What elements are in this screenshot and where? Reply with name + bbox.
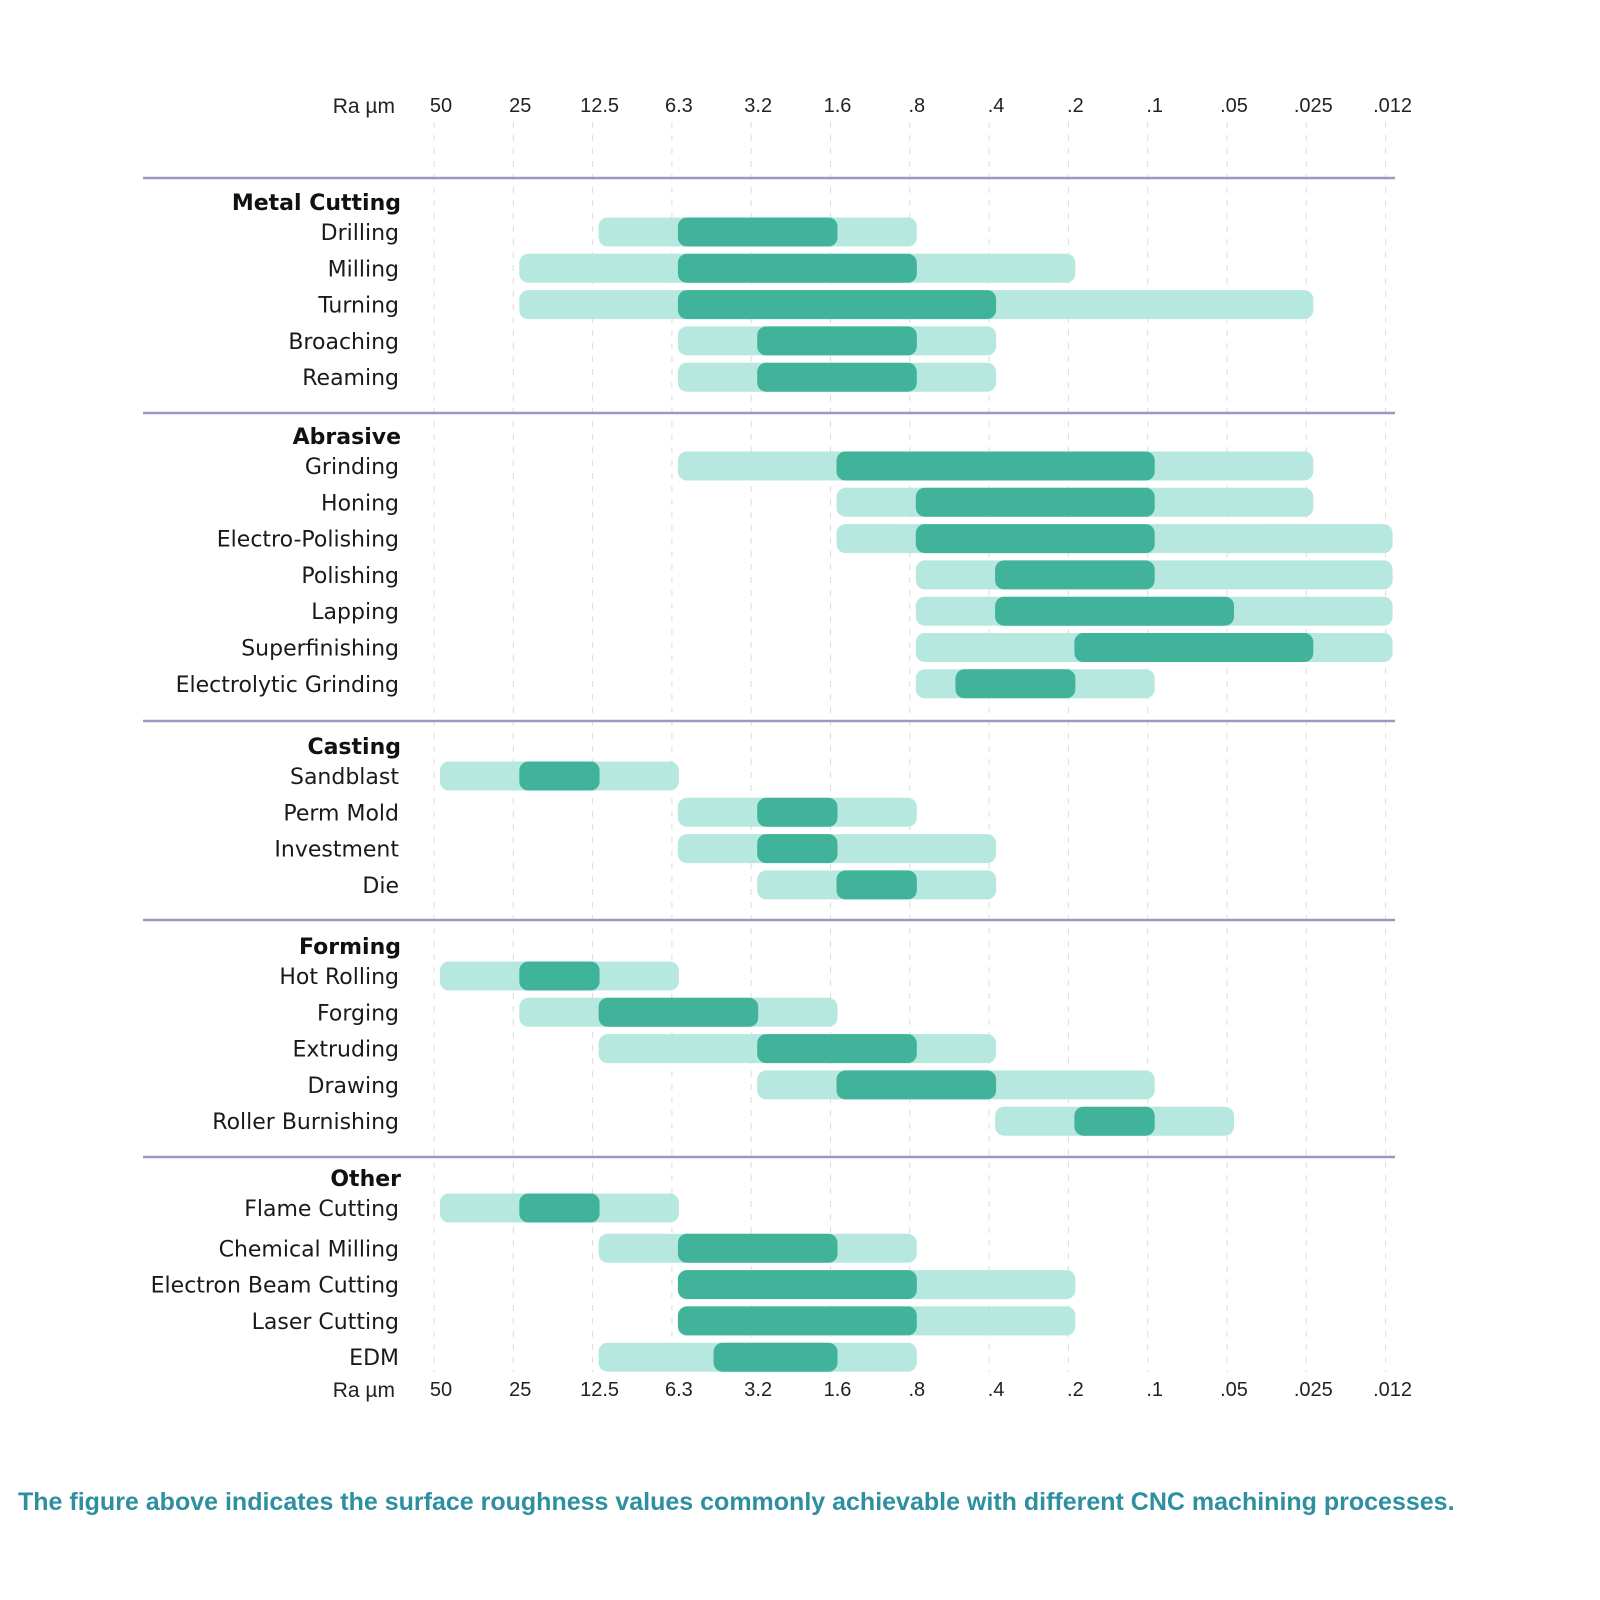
row-label: Roller Burnishing xyxy=(212,1110,399,1135)
figure-caption: The figure above indicates the surface r… xyxy=(18,1488,1455,1516)
row-label: Electro-Polishing xyxy=(217,528,399,553)
row-label: Turning xyxy=(317,294,399,319)
row-label: Superfinishing xyxy=(241,637,399,662)
axis-title-top: Ra µm xyxy=(333,95,395,118)
range-bar-common xyxy=(757,834,838,864)
range-bar-common xyxy=(757,1034,917,1064)
range-bar-common xyxy=(677,217,838,247)
range-bar-common xyxy=(1074,633,1314,662)
tick-label-top: .4 xyxy=(988,95,1005,117)
range-bar-common xyxy=(836,1070,997,1100)
range-bar-common xyxy=(519,1193,600,1223)
row-label: Perm Mold xyxy=(283,801,399,826)
range-bar-common xyxy=(836,870,917,900)
row-label: Forging xyxy=(317,1001,399,1026)
range-bar-common xyxy=(757,326,917,356)
tick-label-bottom: 3.2 xyxy=(744,1379,772,1401)
range-bar-common xyxy=(519,961,600,991)
group-label: Casting xyxy=(307,735,401,760)
tick-label-top: .025 xyxy=(1294,95,1333,117)
tick-label-bottom: .012 xyxy=(1373,1379,1412,1401)
range-bar-common xyxy=(757,362,917,392)
row-label: Sandblast xyxy=(290,765,399,790)
row-label: Extruding xyxy=(292,1038,399,1063)
row-label: Hot Rolling xyxy=(279,965,399,990)
range-bar-common xyxy=(1074,1106,1155,1136)
row-label: Lapping xyxy=(311,600,399,625)
range-bar-common xyxy=(677,290,997,320)
row-label: Honing xyxy=(321,491,399,516)
range-bar-common xyxy=(915,524,1155,554)
tick-label-top: 6.3 xyxy=(665,95,693,117)
group-label: Forming xyxy=(299,935,401,960)
range-bar-common xyxy=(598,997,759,1027)
tick-label-bottom: 25 xyxy=(509,1379,531,1401)
row-label: Investment xyxy=(274,838,399,863)
row-label: Die xyxy=(362,874,399,899)
range-bar-common xyxy=(677,1233,838,1263)
row-label: Broaching xyxy=(288,330,399,355)
row-label: Flame Cutting xyxy=(244,1197,399,1222)
axis-title-bottom: Ra µm xyxy=(333,1379,395,1402)
range-bar-common xyxy=(915,487,1155,517)
roughness-chart: Ra µm 50 25 12.5 6.3 3.2 1.6 .8 .4 .2 .1 .05 .025 .01… xyxy=(143,95,1412,1402)
tick-label-bottom: 12.5 xyxy=(580,1379,619,1401)
row-label: Drilling xyxy=(321,221,399,246)
tick-label-top: 1.6 xyxy=(824,95,852,117)
tick-label-top: .8 xyxy=(908,95,925,117)
tick-label-top: .1 xyxy=(1146,95,1163,117)
tick-label-top: .012 xyxy=(1373,95,1412,117)
tick-label-bottom: .2 xyxy=(1067,1379,1084,1401)
tick-label-bottom: 6.3 xyxy=(665,1379,693,1401)
tick-label-top: .05 xyxy=(1220,95,1248,117)
row-label: Laser Cutting xyxy=(252,1310,399,1335)
tick-label-top: 3.2 xyxy=(744,95,772,117)
row-label: Chemical Milling xyxy=(219,1237,399,1262)
group-label: Abrasive xyxy=(293,425,401,450)
row-label: Electrolytic Grinding xyxy=(176,673,399,698)
tick-label-top: 50 xyxy=(430,95,452,117)
range-bar-common xyxy=(995,560,1155,590)
tick-label-bottom: 1.6 xyxy=(824,1379,852,1401)
tick-label-bottom: .025 xyxy=(1294,1379,1333,1401)
row-label: Polishing xyxy=(301,564,399,589)
tick-label-top: 25 xyxy=(509,95,531,117)
tick-label-top: .2 xyxy=(1067,95,1084,117)
range-bar-common xyxy=(836,451,1155,481)
tick-label-bottom: .8 xyxy=(908,1379,925,1401)
tick-label-bottom: .1 xyxy=(1146,1379,1163,1401)
range-bar-common xyxy=(519,761,600,791)
row-label: Milling xyxy=(328,257,399,282)
row-label: EDM xyxy=(349,1346,399,1371)
group-label: Metal Cutting xyxy=(232,191,401,216)
tick-label-top: 12.5 xyxy=(580,95,619,117)
range-bar-common xyxy=(677,253,917,283)
group-label: Other xyxy=(330,1167,401,1192)
tick-label-bottom: .4 xyxy=(988,1379,1005,1401)
tick-label-bottom: .05 xyxy=(1220,1379,1248,1401)
row-label: Grinding xyxy=(305,455,399,480)
range-bar-common xyxy=(677,1270,917,1300)
range-bar-common xyxy=(677,1306,917,1336)
range-bar-common xyxy=(757,797,838,827)
range-bar-common xyxy=(713,1342,838,1372)
row-label: Electron Beam Cutting xyxy=(151,1274,399,1299)
row-label: Reaming xyxy=(302,366,399,391)
tick-label-bottom: 50 xyxy=(430,1379,452,1401)
range-bar-common xyxy=(955,669,1076,699)
range-bar-common xyxy=(995,596,1234,626)
row-label: Drawing xyxy=(308,1074,399,1099)
